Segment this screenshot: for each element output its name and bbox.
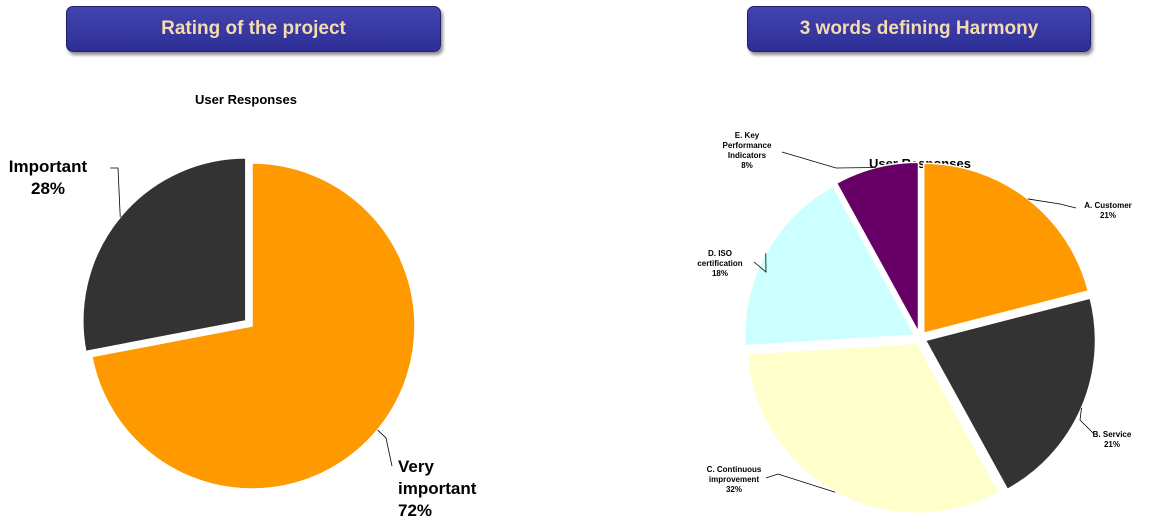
slice-label-very-important: important <box>398 479 477 498</box>
slice-label-e-key-performance-indicators: Performance <box>723 141 772 150</box>
pie-slice-b-service <box>924 297 1097 491</box>
slice-pct-label-c-continuous-improvement: 32% <box>726 485 742 494</box>
slice-pct-label-important: 28% <box>31 179 65 198</box>
pie-slice-important <box>82 157 247 353</box>
slice-label-e-key-performance-indicators: Indicators <box>728 151 767 160</box>
slice-label-c-continuous-improvement: C. Continuous <box>707 465 762 474</box>
slice-label-very-important: Very <box>398 457 434 476</box>
slice-label-important: Important <box>9 157 88 176</box>
slice-label-a-customer: A. Customer <box>1084 201 1132 210</box>
slice-pct-label-very-important: 72% <box>398 501 432 520</box>
chart-header-harmony: 3 words defining Harmony <box>747 6 1091 52</box>
leader-line-a-customer <box>1027 198 1077 209</box>
leader-line-very-important <box>377 429 393 467</box>
pie-slice-c-continuous-improvement <box>746 342 1001 515</box>
chart-header-rating: Rating of the project <box>66 6 441 52</box>
pie-slice-d-iso-certification <box>743 185 916 347</box>
leader-line-important <box>110 167 121 218</box>
pie-slice-e-key-performance-indicators <box>835 161 920 333</box>
chart-panel-rating: Rating of the project User Responses Ver… <box>0 0 560 520</box>
slice-label-b-service: B. Service <box>1093 430 1132 439</box>
slice-pct-label-e-key-performance-indicators: 8% <box>741 161 753 170</box>
slice-label-d-iso-certification: D. ISO <box>708 249 732 258</box>
slice-pct-label-a-customer: 21% <box>1100 211 1116 220</box>
leader-line-e-key-performance-indicators <box>781 151 877 169</box>
slice-pct-label-b-service: 21% <box>1104 440 1120 449</box>
slice-pct-label-d-iso-certification: 18% <box>712 269 728 278</box>
leader-line-b-service <box>1079 407 1095 435</box>
chart-title-rating: User Responses <box>195 92 297 107</box>
pie-chart-rating: User Responses Very important 72% Important… <box>9 92 477 520</box>
leader-line-c-continuous-improvement <box>765 473 836 493</box>
slice-label-c-continuous-improvement: improvement <box>709 475 760 484</box>
leader-line-d-iso-certification <box>753 253 767 273</box>
slice-label-d-iso-certification: certification <box>697 259 742 268</box>
chart-panel-harmony: 3 words defining Harmony User Responses … <box>560 0 1157 520</box>
slice-label-e-key-performance-indicators: E. Key <box>735 131 760 140</box>
pie-slice-a-customer <box>922 162 1090 335</box>
